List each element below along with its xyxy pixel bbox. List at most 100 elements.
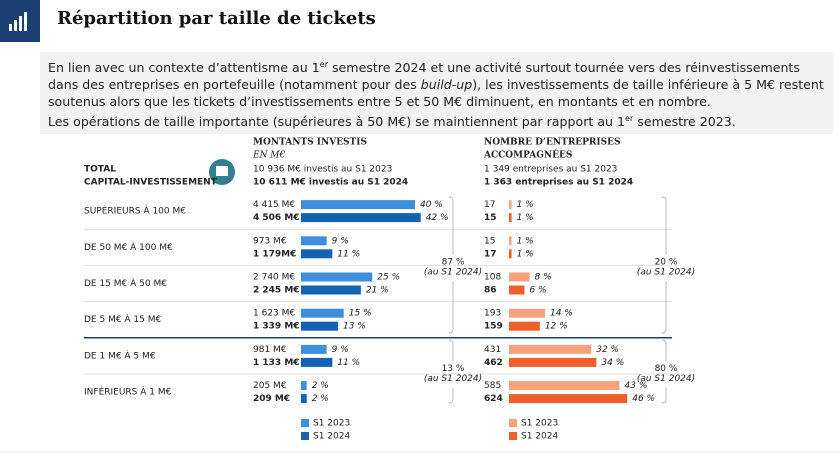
amount-pct: 13 % [343,322,366,332]
intro: En lien avec un contexte d’attentisme au… [40,52,833,134]
legend-swatch [509,419,517,427]
amount-pct: 42 % [426,213,449,223]
amount-pct: 2 % [312,394,329,404]
paragraph: Les opérations de taille importante (sup… [48,110,825,130]
count-bar [509,236,512,246]
count-pct: 46 % [632,394,655,404]
text: Les opérations de taille importante (sup… [48,114,626,130]
group-pct: 13 % [442,364,465,374]
count-bar [509,249,512,259]
amount-bar [301,357,333,367]
amount-bar [301,236,327,246]
total-label: CAPITAL-INVESTISSEMENT [84,178,218,188]
group-pct: 80 % [655,364,678,374]
count: 108 [484,273,501,283]
column-header: NOMBRE D’ENTREPRISES [484,138,621,148]
row-label: DE 50 M€ À 100 M€ [84,241,173,253]
amount-bar [301,344,327,354]
count-pct: 43 % [625,381,648,391]
count: 15 [484,236,495,246]
amount-pct: 21 % [366,286,389,296]
amount-pct: 25 % [377,273,400,283]
amount-pct: 9 % [332,236,349,246]
count: 17 [484,200,495,210]
count: 15 [484,213,497,223]
text: er [319,60,328,69]
legend-swatch [509,432,517,440]
count-bar [509,394,628,404]
bracket [661,196,667,334]
row-label: DE 15 M€ À 50 M€ [84,277,167,289]
amount-pct: 40 % [420,200,443,210]
amount-bar [301,321,339,331]
title: Répartition par taille de tickets [57,8,376,29]
count-pct: 1 % [517,213,534,223]
row-label: INFÉRIEURS À 1 M€ [84,386,172,398]
count-bar [509,344,592,354]
legend-label: S1 2024 [313,432,350,442]
bracket [661,339,667,404]
group-note: (au S1 2024) [424,268,482,278]
amount-bar [301,308,344,318]
amount-bar [301,285,361,295]
count-pct: 6 % [529,286,546,296]
total-amount: 10 611 M€ investis au S1 2024 [253,178,408,188]
count-pct: 1 % [517,236,534,246]
amount: 2 740 M€ [253,273,295,283]
text: ), les investissements de taille inférie… [48,77,824,110]
amount: 1 339 M€ [253,322,300,332]
count: 86 [484,286,497,296]
logo-icon [9,12,27,31]
amount-bar [301,272,373,282]
column-header: MONTANTS INVESTIS [253,138,367,148]
amount-bar [301,381,307,391]
amount-pct: 11 % [337,358,360,368]
count-pct: 32 % [596,345,619,355]
amount: 4 415 M€ [253,200,295,210]
amount: 209 M€ [253,394,290,404]
count-pct: 12 % [545,322,568,332]
group-note: (au S1 2024) [637,374,695,384]
bracket [448,339,454,404]
total-count: 1 349 entreprises au S1 2023 [484,165,617,175]
count-bar [509,200,512,210]
count-bar [509,308,545,318]
amount-bar [301,394,307,404]
amount-pct: 15 % [349,309,372,319]
legend-label: S1 2023 [313,419,350,429]
amount: 2 245 M€ [253,286,300,296]
amount-pct: 11 % [337,249,360,259]
row-label: SUPÉRIEURS À 100 M€ [84,205,186,217]
amount-pct: 9 % [332,345,349,355]
count: 585 [484,381,501,391]
text: En lien avec un contexte d’attentisme au… [48,60,320,76]
count-pct: 1 % [517,249,534,259]
legend-label: S1 2023 [521,419,558,429]
column-unit: EN M€ [252,151,286,161]
group-note: (au S1 2024) [637,268,695,278]
count-pct: 8 % [535,273,552,283]
total-label: TOTAL [84,165,116,175]
count-pct: 14 % [550,309,573,319]
row-label: DE 5 M€ À 15 M€ [84,313,162,325]
text: er [625,114,634,124]
icon [216,166,228,176]
amount-bar [301,200,415,210]
amount: 1 133 M€ [253,358,300,368]
count-bar [509,357,597,367]
amount: 4 506 M€ [253,213,300,223]
count: 624 [484,394,503,404]
count-pct: 34 % [601,358,624,368]
count: 17 [484,249,497,259]
amount-bar [301,249,333,259]
count-bar [509,321,540,331]
amount: 981 M€ [253,345,287,355]
count: 462 [484,358,503,368]
group-pct: 20 % [655,258,678,268]
amount: 1 623 M€ [253,309,295,319]
amount-pct: 2 % [312,381,329,391]
legend-label: S1 2024 [521,432,558,442]
total-count: 1 363 entreprises au S1 2024 [484,178,633,188]
